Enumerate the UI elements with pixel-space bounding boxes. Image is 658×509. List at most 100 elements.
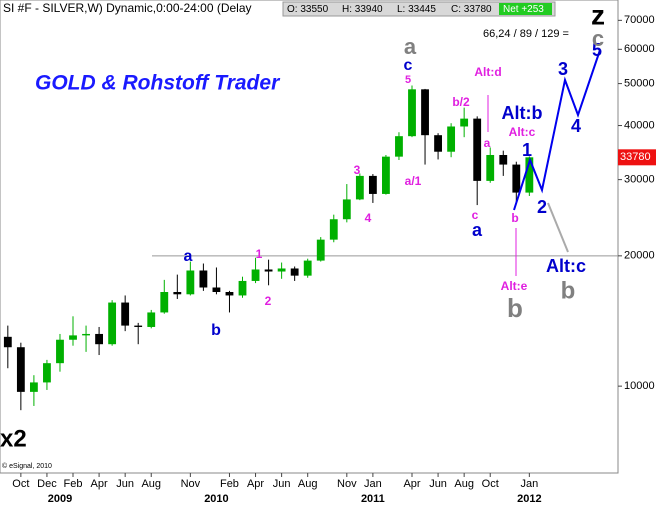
wave-label: 4 — [571, 116, 581, 136]
year-label: 2011 — [361, 493, 385, 505]
ohlc-high: H: 33940 — [342, 4, 383, 15]
wave-label: a/1 — [405, 174, 422, 188]
net-box — [499, 3, 552, 15]
candle-body — [29, 382, 38, 392]
last-price-tag — [618, 149, 656, 166]
candle-body — [16, 347, 25, 392]
x-tick-label: Dec — [37, 478, 57, 490]
candle-body — [368, 175, 377, 194]
wave-label: b — [211, 322, 221, 339]
x-tick-label: Feb — [220, 478, 239, 490]
candle-body — [69, 335, 77, 340]
x-tick-label: Jun — [429, 478, 447, 490]
candle-body — [95, 333, 103, 345]
candle-body — [199, 270, 208, 288]
wave-label: 1 — [256, 247, 263, 261]
candle-body — [499, 154, 508, 165]
ohlc-close: C: 33780 — [451, 4, 492, 15]
candle-body — [160, 292, 169, 313]
candle-body — [212, 287, 221, 293]
wave-label: 3 — [354, 163, 361, 177]
wave-label: a — [404, 34, 417, 59]
annotations: a c 5 a b 1 2 3 4 a/1 b/2 Alt:d Alt:b Al… — [184, 0, 605, 339]
candle-body — [264, 269, 273, 272]
y-tick-label: 70000 — [624, 14, 655, 26]
x-tick-label: Aug — [298, 478, 318, 490]
wave-label: 1 — [522, 140, 532, 160]
ohlc-box — [282, 1, 556, 17]
x-tick-label: Jun — [273, 478, 291, 490]
wave-label: z — [591, 0, 605, 30]
wave-label: c — [472, 208, 479, 222]
candle-body — [434, 135, 442, 152]
candle-body — [251, 269, 260, 281]
candle-body — [108, 302, 117, 345]
wave-label: b/2 — [452, 95, 470, 109]
wave-label: 2 — [265, 294, 272, 308]
candle-body — [460, 118, 469, 127]
copyright: © eSignal, 2010 — [2, 462, 52, 470]
wave-label: Alt:d — [474, 65, 501, 79]
x-tick-label: Aug — [141, 478, 161, 490]
x-tick-label: Apr — [91, 478, 108, 490]
wave-label: 5 — [405, 74, 411, 86]
wave-label: c — [404, 57, 413, 74]
y-tick-label: 50000 — [624, 78, 655, 90]
candle-body — [82, 333, 90, 336]
candle-body — [408, 89, 416, 137]
candle-body — [342, 199, 351, 220]
candle-body — [447, 126, 456, 152]
wave-label: b — [507, 293, 523, 323]
wave-label: b — [511, 211, 518, 225]
candle-body — [3, 336, 12, 348]
x-tick-label: Oct — [482, 478, 499, 490]
candle-body — [382, 156, 390, 194]
degree-label: x2 — [0, 425, 27, 452]
wave-label: a — [484, 136, 491, 150]
y-tick-label: 40000 — [624, 119, 655, 131]
candle-body — [56, 339, 64, 364]
wave-label: 5 — [592, 40, 602, 60]
grid — [20, 19, 622, 477]
candle-body — [173, 292, 182, 295]
candle-body — [395, 136, 403, 157]
candles — [3, 85, 534, 411]
candle-body — [486, 154, 495, 181]
candle-body — [329, 219, 338, 240]
wave-label: c — [592, 26, 604, 51]
candle-body — [277, 268, 286, 272]
wave-label: Alt:b — [502, 103, 543, 123]
candle-body — [525, 157, 534, 193]
x-tick-label: Nov — [337, 478, 357, 490]
x-tick-label: Feb — [64, 478, 83, 490]
net-change: Net +253 — [503, 4, 544, 15]
wave-label: Alt:c — [546, 256, 586, 276]
candle-body — [421, 89, 429, 136]
candle-body — [512, 164, 521, 193]
last-price-label: 33780 — [620, 151, 651, 163]
candle-body — [238, 280, 247, 296]
y-tick-label: 60000 — [624, 43, 655, 55]
ohlc-open: O: 33550 — [287, 4, 329, 15]
x-tick-label: Nov — [181, 478, 201, 490]
wave-label: Alt:c — [509, 125, 536, 139]
candle-body — [134, 325, 143, 327]
year-label: 2012 — [517, 493, 541, 505]
candle-body — [225, 292, 234, 296]
candle-body — [43, 363, 51, 383]
x-tick-label: Apr — [403, 478, 420, 490]
candle-body — [186, 270, 195, 295]
wave-label: b — [561, 277, 576, 304]
candle-body — [121, 302, 130, 326]
y-tick-label: 10000 — [624, 380, 655, 392]
year-label: 2010 — [204, 493, 228, 505]
wave-label: 2 — [537, 197, 547, 217]
candle-body — [147, 312, 156, 327]
brand: GOLD & Rohstoff Trader — [35, 72, 281, 95]
candle-body — [355, 175, 364, 200]
wave-projection — [513, 49, 601, 211]
candle-body — [303, 260, 312, 276]
y-tick-label: 20000 — [624, 250, 655, 262]
